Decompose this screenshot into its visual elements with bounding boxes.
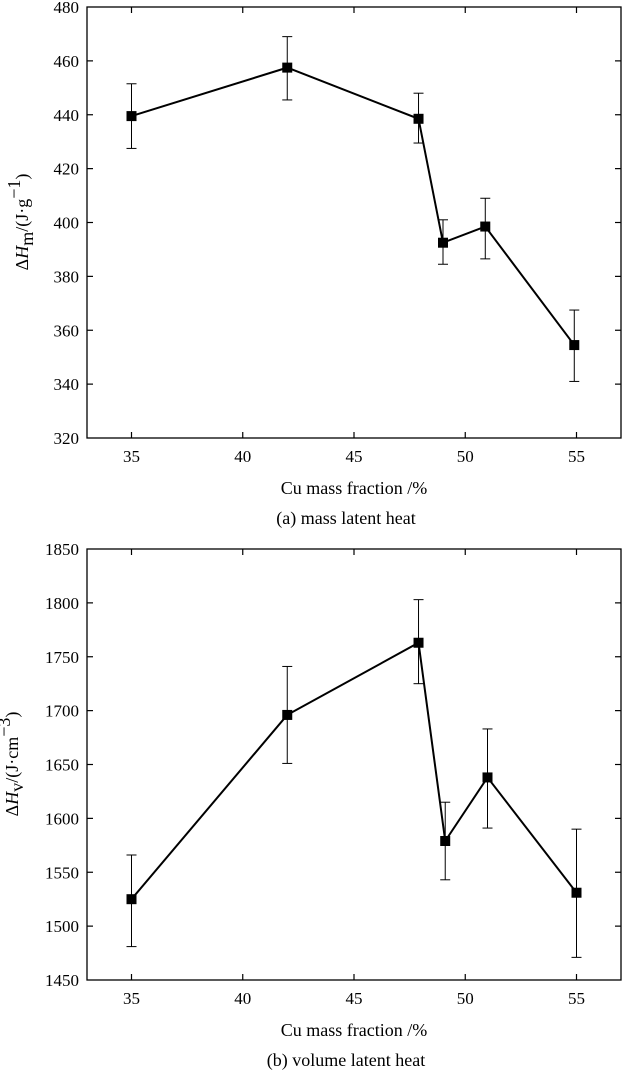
y-tick-label: 1550 (45, 863, 79, 882)
series-line-b (130, 641, 578, 900)
markers-b (126, 637, 582, 905)
y-label-unit-a: /(J·g (12, 199, 33, 232)
y-label-close-b: ) (2, 712, 23, 718)
y-tick-label: 380 (54, 267, 80, 286)
data-point (571, 887, 582, 898)
y-tick-label: 1800 (45, 594, 79, 613)
y-label-subscript-a: m (17, 232, 37, 246)
y-tick-label: 1650 (45, 756, 79, 775)
y-tick-label: 1700 (45, 702, 79, 721)
y-tick-label: 360 (54, 321, 80, 340)
data-point (282, 709, 293, 720)
data-point (126, 111, 137, 122)
data-point (569, 340, 580, 351)
y-tick-label: 1850 (45, 540, 79, 559)
data-point (413, 637, 424, 648)
data-point (413, 113, 424, 124)
y-tick-label: 1450 (45, 971, 79, 990)
y-tick-label: 320 (54, 429, 80, 448)
data-point (126, 894, 137, 905)
y-tick-label: 340 (54, 375, 80, 394)
data-point (440, 836, 451, 847)
y-tick-label: 400 (54, 214, 80, 233)
x-tick-label: 40 (234, 447, 251, 466)
x-ticks-b: 35 40 45 50 55 (123, 549, 585, 1008)
y-label-unit-b: /(J·cm (2, 737, 23, 783)
data-point (480, 221, 491, 232)
x-tick-label: 45 (346, 989, 363, 1008)
plot-frame-a (86, 6, 622, 439)
y-ticks-a: 320 340 360 380 400 420 440 460 480 (54, 0, 621, 448)
x-tick-label: 45 (346, 447, 363, 466)
y-label-exp-b: −3 (0, 718, 14, 737)
y-label-close-a: ) (12, 174, 33, 180)
y-tick-label: 420 (54, 160, 80, 179)
error-bars-b (126, 599, 582, 958)
y-tick-label: 1500 (45, 917, 79, 936)
x-axis-label-b: Cu mass fraction /% (281, 1020, 427, 1040)
x-tick-label: 55 (568, 989, 585, 1008)
y-axis-label-b: ΔHv/(J·cm−3) (0, 712, 27, 817)
panel-a: 320 340 360 380 400 420 440 460 480 35 40 45 50 55 C… (4, 0, 622, 529)
data-point (282, 62, 293, 73)
series-line-a (131, 66, 576, 346)
plot-frame-b (86, 548, 622, 981)
y-tick-label: 440 (54, 106, 80, 125)
y-label-exp-a: −1 (4, 180, 24, 199)
x-tick-label: 55 (568, 447, 585, 466)
y-tick-label: 480 (54, 0, 80, 17)
y-tick-label: 1750 (45, 648, 79, 667)
x-tick-label: 40 (234, 989, 251, 1008)
y-label-symbol-b: H (2, 791, 22, 806)
y-label-symbol-a: H (12, 245, 32, 260)
y-label-subscript-b: v (7, 783, 27, 792)
y-tick-label: 460 (54, 52, 80, 71)
x-tick-label: 35 (123, 447, 140, 466)
panel-b: 1450 1500 1550 1600 1650 1700 1750 1800 1850 35 4… (0, 540, 622, 1071)
y-tick-label: 1600 (45, 809, 79, 828)
y-label-delta-a: Δ (12, 259, 32, 271)
caption-b: (b) volume latent heat (267, 1050, 425, 1071)
x-tick-label: 50 (457, 447, 474, 466)
error-bars-a (126, 36, 580, 382)
markers-a (126, 62, 580, 351)
x-tick-label: 50 (457, 989, 474, 1008)
caption-a: (a) mass latent heat (276, 508, 415, 529)
data-point (482, 772, 493, 783)
data-point (438, 237, 448, 248)
x-tick-label: 35 (123, 989, 140, 1008)
y-label-delta-b: Δ (2, 805, 22, 817)
x-axis-label-a: Cu mass fraction /% (281, 478, 427, 498)
x-ticks-a: 35 40 45 50 55 (123, 7, 585, 466)
y-ticks-b: 1450 1500 1550 1600 1650 1700 1750 1800 1850 (45, 540, 621, 990)
y-axis-label-a: ΔHm/(J·g−1) (4, 174, 37, 271)
